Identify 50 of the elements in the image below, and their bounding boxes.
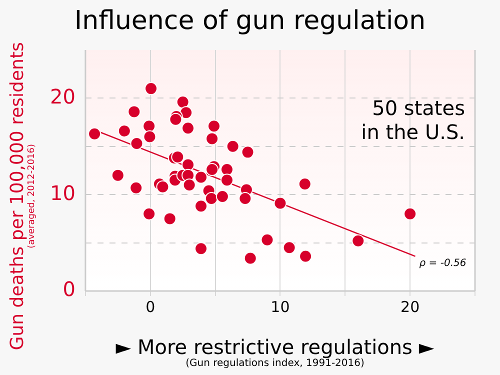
point: [194, 242, 208, 256]
point: [163, 212, 176, 226]
point: [220, 174, 234, 187]
point: [130, 181, 143, 194]
chart-title: Influence of gun regulation: [73, 6, 427, 36]
point: [352, 234, 365, 248]
point: [176, 96, 190, 109]
x-axis-title: ► More restrictive regulations ► (Gun regulations index, 1991-2016): [114, 335, 436, 369]
point: [130, 137, 144, 150]
y-tick-label: 20: [50, 84, 76, 108]
point: [404, 207, 417, 220]
point: [182, 122, 195, 135]
point: [260, 233, 274, 246]
x-tick-label: 20: [400, 298, 420, 316]
point: [111, 168, 124, 182]
point: [142, 120, 156, 133]
annotation: ρ = -0.56: [419, 258, 466, 269]
point: [128, 105, 141, 118]
y-tick-label: 10: [50, 180, 76, 205]
point: [88, 127, 102, 140]
point: [208, 120, 220, 133]
point: [204, 192, 218, 205]
x-tick-label: 10: [270, 298, 290, 316]
point: [143, 130, 156, 144]
point: [142, 207, 156, 220]
point: [226, 140, 240, 153]
point: [206, 132, 219, 146]
point: [241, 146, 254, 159]
point: [182, 158, 195, 172]
point: [238, 192, 252, 205]
point: [274, 196, 287, 210]
point: [118, 124, 131, 138]
point: [282, 241, 296, 254]
point: [206, 163, 219, 176]
point: [171, 150, 184, 164]
point: [216, 190, 229, 204]
point: [180, 106, 193, 120]
x-tick-label: 0: [146, 298, 156, 316]
point: [244, 252, 257, 265]
point: [299, 250, 312, 263]
point: [169, 112, 182, 126]
point: [220, 163, 234, 176]
y-axis-title: Gun deaths per 100,000 residents (averaged, 2012-2016): [6, 41, 38, 352]
annotation: 50 states in the U.S.: [361, 96, 465, 144]
point: [144, 82, 158, 96]
point: [182, 178, 196, 192]
point: [156, 180, 170, 194]
point: [298, 177, 312, 190]
point: [194, 170, 208, 184]
point: [194, 200, 208, 213]
